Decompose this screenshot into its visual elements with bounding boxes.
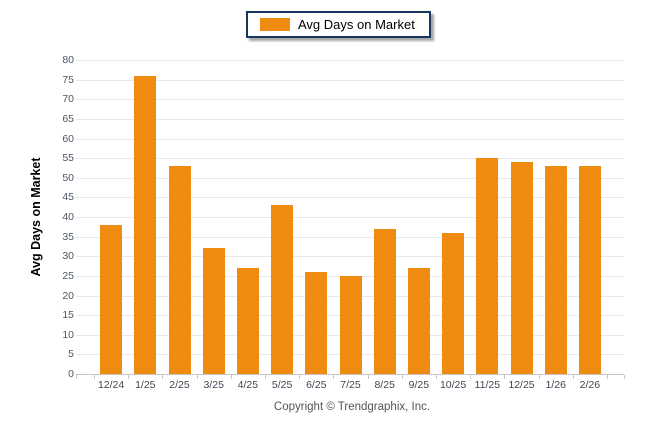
bar	[476, 158, 499, 374]
x-tick-label: 12/25	[508, 379, 535, 391]
x-tick-label: 4/25	[237, 379, 259, 391]
bar	[578, 165, 601, 374]
x-axis-line	[76, 374, 624, 375]
bar	[339, 275, 362, 374]
axis-tick	[230, 375, 232, 379]
gridline	[76, 99, 624, 101]
x-tick-label: 5/25	[271, 379, 293, 391]
gridline	[76, 197, 624, 199]
x-tick-label: 2/25	[169, 379, 190, 391]
gridline	[76, 256, 624, 258]
y-tick-label: 25	[62, 269, 74, 282]
chart-legend: Avg Days on Market	[246, 11, 431, 38]
gridline	[76, 60, 624, 61]
bar	[407, 268, 430, 374]
axis-tick	[538, 375, 540, 379]
gridline	[76, 177, 624, 179]
bar	[544, 165, 567, 374]
legend-label: Avg Days on Market	[298, 17, 415, 32]
x-tick-label: 12/24	[97, 379, 125, 391]
y-tick-label: 0	[68, 368, 74, 380]
y-tick-label: 45	[62, 191, 74, 204]
y-tick-label: 20	[62, 289, 74, 302]
y-tick-label: 55	[62, 152, 74, 165]
y-tick-label: 60	[62, 132, 74, 145]
axis-tick	[94, 375, 95, 379]
gridline	[76, 118, 624, 120]
axis-tick	[470, 375, 472, 379]
bar	[168, 165, 191, 374]
copyright-text: Copyright © Trendgraphix, Inc.	[273, 401, 431, 413]
x-tick-label: 7/25	[340, 379, 361, 391]
x-tick-label: 2/26	[579, 379, 601, 391]
y-tick-label: 70	[62, 93, 74, 106]
gridline	[76, 236, 624, 238]
bar	[510, 162, 533, 374]
x-tick-label: 10/25	[439, 379, 467, 391]
bar	[442, 232, 465, 374]
x-tick-label: 1/26	[545, 379, 566, 391]
axis-tick	[436, 375, 437, 379]
axis-tick	[265, 375, 266, 379]
axis-tick	[504, 375, 506, 379]
bar	[236, 268, 259, 374]
y-tick-label: 80	[62, 54, 74, 66]
axis-tick	[299, 375, 301, 379]
axis-tick	[333, 375, 335, 379]
axis-tick	[401, 375, 403, 379]
bar	[271, 205, 294, 374]
axis-tick	[162, 375, 164, 379]
y-tick-label: 75	[62, 73, 74, 86]
axis-tick	[624, 375, 625, 379]
axis-tick	[128, 375, 130, 379]
y-tick-label: 10	[62, 328, 74, 341]
bar	[100, 224, 123, 374]
x-tick-label: 1/25	[135, 379, 156, 391]
bar	[134, 75, 157, 374]
gridline	[76, 158, 624, 160]
axis-tick	[572, 375, 574, 379]
x-tick-label: 9/25	[408, 379, 430, 391]
y-tick-label: 65	[62, 112, 74, 125]
x-tick-label: 6/25	[306, 379, 327, 391]
y-axis-title: Avg Days on Market	[29, 157, 43, 277]
bar	[373, 228, 396, 374]
x-tick-label: 8/25	[374, 379, 395, 391]
gridline	[76, 79, 624, 81]
x-tick-label: 3/25	[203, 379, 224, 391]
y-tick-label: 15	[62, 309, 74, 322]
y-tick-label: 40	[62, 211, 74, 223]
bar	[202, 248, 225, 374]
axis-tick	[367, 375, 369, 379]
y-tick-label: 50	[62, 171, 74, 184]
x-tick-label: 11/25	[474, 379, 501, 391]
gridline	[76, 217, 624, 218]
axis-tick	[607, 375, 608, 379]
legend-swatch-icon	[260, 18, 290, 31]
bar	[305, 271, 328, 374]
axis-tick	[76, 375, 77, 379]
y-tick-label: 35	[62, 230, 74, 243]
axis-tick	[196, 375, 198, 379]
gridline	[76, 138, 624, 140]
y-tick-label: 5	[68, 348, 74, 361]
y-tick-label: 30	[62, 250, 74, 263]
